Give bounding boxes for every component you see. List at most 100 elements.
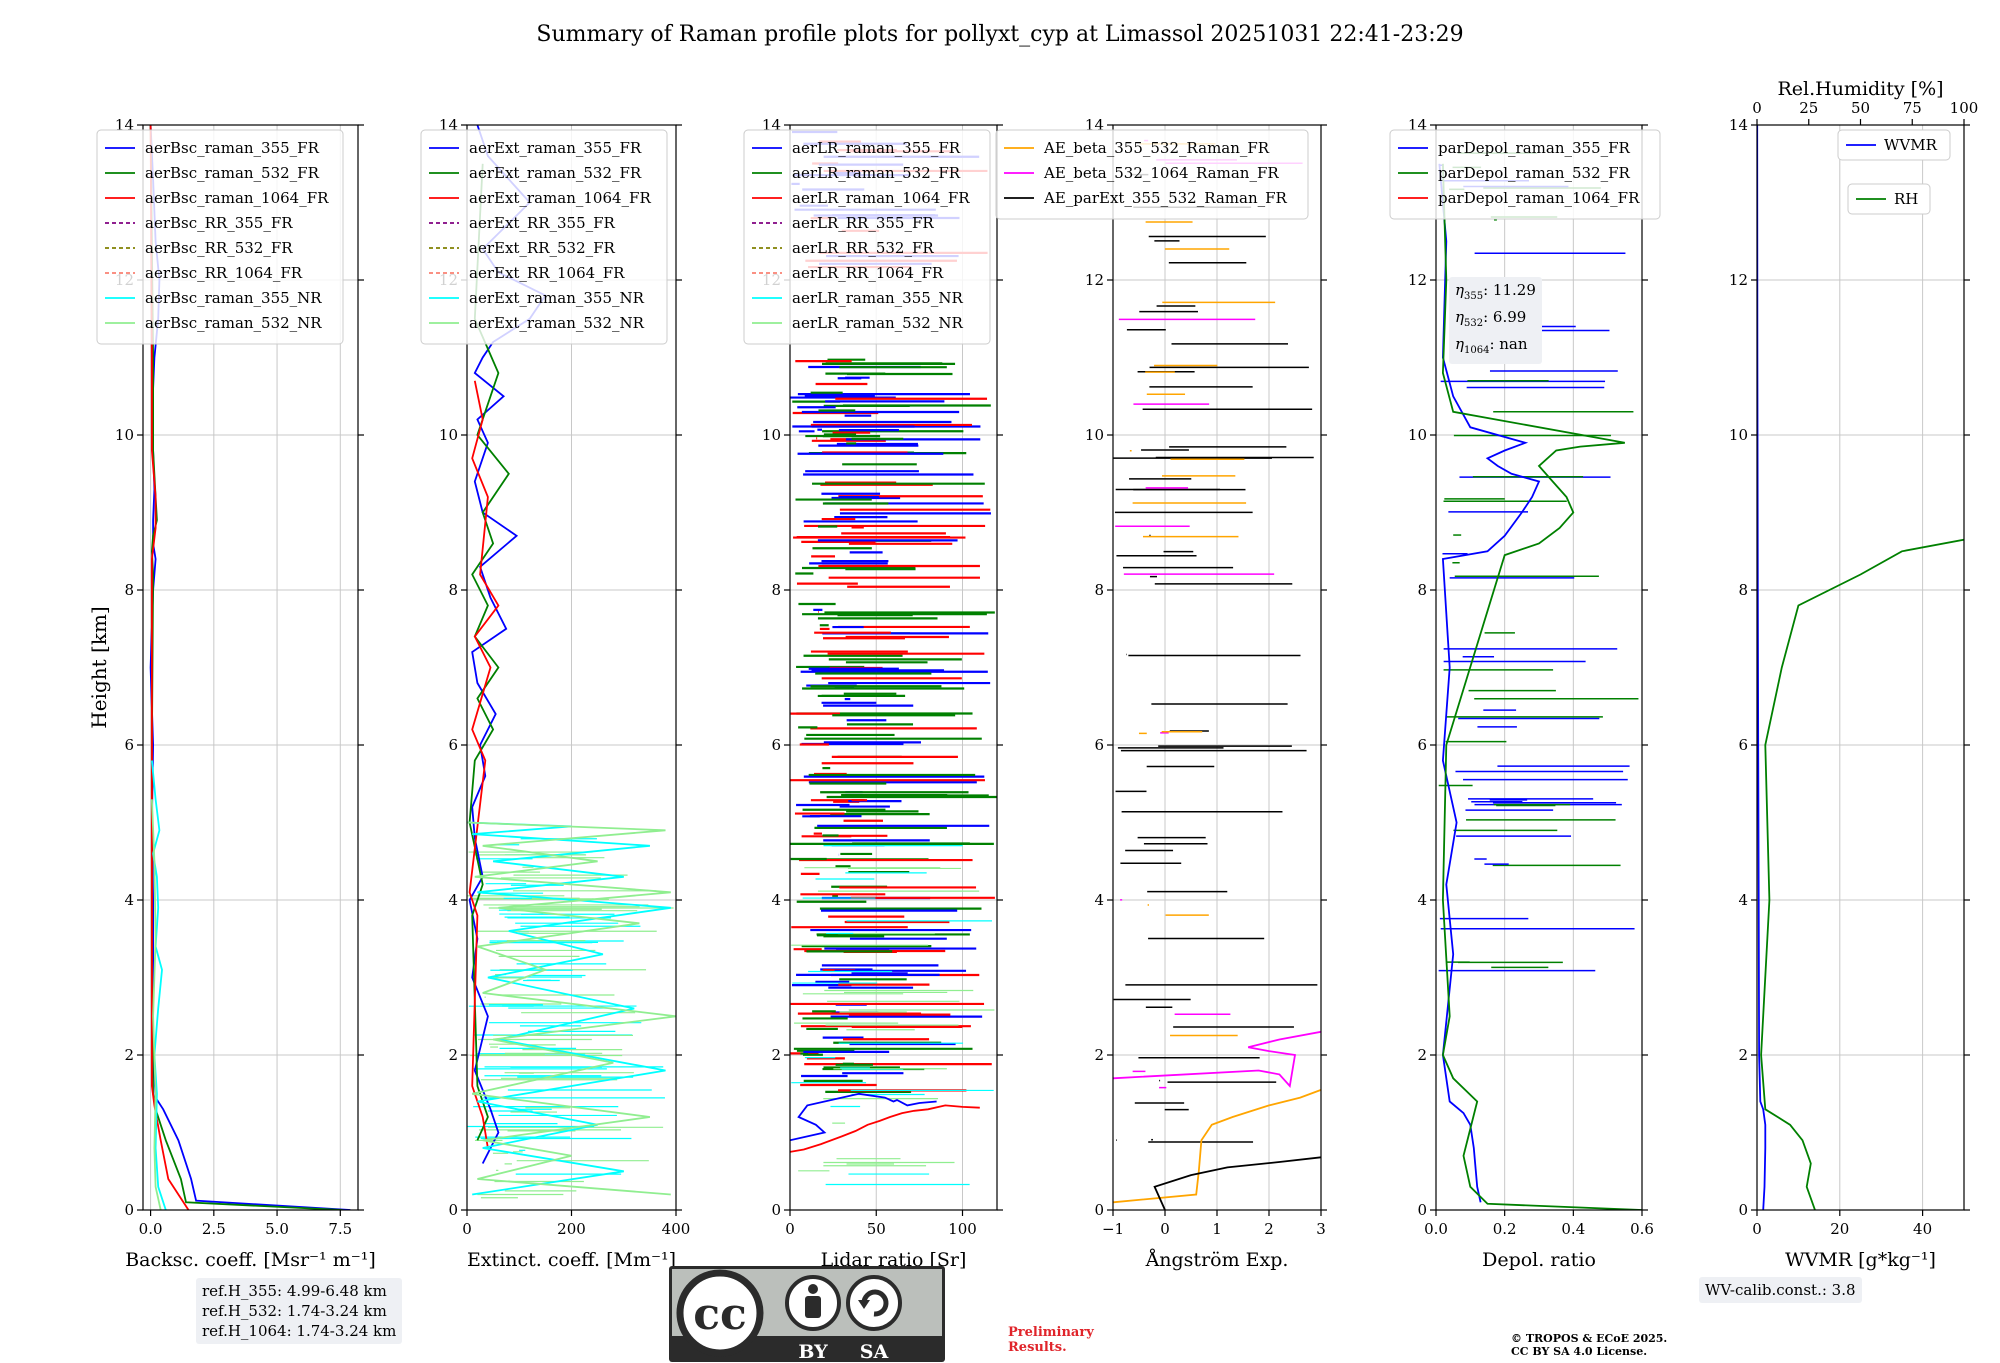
sa-label: SA [860,1341,889,1363]
legend: WVMR [1837,129,1951,161]
legend-entry: AE_beta_532_1064_Raman_FR [1043,164,1279,182]
y-tick-label: 8 [1738,581,1748,599]
y-tick-label: 4 [1417,891,1427,909]
series-AE_parExt_355_532_Raman_FR [1153,1156,1321,1210]
y-tick-label: 6 [124,736,134,754]
reference-heights-box: ref.H_355: 4.99-6.48 km ref.H_532: 1.74-… [196,1278,403,1344]
cc-text: cc [693,1289,747,1340]
legend-entry: aerBsc_raman_355_FR [145,139,320,157]
y-tick-label: 0 [124,1201,134,1219]
legend: aerLR_raman_355_FR aerLR_raman_532_FR aerL… [743,129,991,345]
x-tick-label: 0.2 [1493,1220,1517,1238]
plot-area [790,130,997,1186]
legend-entry: aerLR_raman_355_FR [792,139,961,157]
legend-entry: aerBsc_raman_532_NR [145,314,322,332]
legend-box [96,129,344,345]
y-tick-label: 12 [1729,271,1748,289]
plot-area [467,125,676,1199]
preliminary-note: Preliminary Results. [1008,1325,1094,1355]
cc-license-badge: cc BY SA [669,1266,945,1363]
x-tick-label: 0.0 [139,1220,163,1238]
y-tick-label: 6 [1094,736,1104,754]
x-tick-label: 7.5 [328,1220,352,1238]
x-axis-label: Ångström Exp. [1145,1249,1289,1271]
x-tick-label: 1 [1212,1220,1222,1238]
cc-icon [676,1269,764,1357]
chart-panel-3: 02468101214050100Lidar ratio [Sr]aerLR_r… [743,116,1003,1271]
legend-box [1837,129,1951,161]
top-axis-label: Rel.Humidity [%] [1777,78,1943,100]
y-tick-label: 6 [1417,736,1427,754]
x-tick-label: 2.5 [202,1220,226,1238]
y-tick-label: 4 [124,891,134,909]
x-tick-label: 0 [1752,1220,1762,1238]
y-tick-label: 4 [1094,891,1104,909]
legend-entry: aerBsc_raman_355_NR [145,289,322,307]
legend-box [1389,129,1661,220]
legend: AE_beta_355_532_Raman_FR AE_beta_532_1064… [995,129,1309,220]
sa-share-icon [846,1275,902,1331]
series-aerBsc_raman_532_NR [151,799,162,1210]
y-tick-label: 2 [1417,1046,1427,1064]
x-tick-label: 0.6 [1630,1220,1654,1238]
y-tick-label: 6 [448,736,458,754]
legend-entry: aerLR_raman_1064_FR [792,189,970,207]
legend-entry: parDepol_raman_1064_FR [1438,189,1640,207]
y-tick-label: 4 [1738,891,1748,909]
x-tick-label: 100 [948,1220,977,1238]
legend-entry: aerBsc_raman_532_FR [145,164,320,182]
x-tick-label: −1 [1102,1220,1124,1238]
by-label: BY [798,1341,828,1363]
y-tick-label: 12 [1085,271,1104,289]
legend-entry: aerLR_RR_1064_FR [792,264,944,282]
ref-height-355: ref.H_355: 4.99-6.48 km [202,1282,387,1300]
wv-calib-box: WV-calib.const.: 3.8 [1699,1277,1862,1303]
legend: aerExt_raman_355_FR aerExt_raman_532_FRae… [420,129,668,345]
figure-title: Summary of Raman profile plots for polly… [536,22,1464,47]
plot-area [1757,125,1964,1210]
series-RH [1760,476,1964,1210]
legend: parDepol_raman_355_FR parDepol_raman_532_… [1389,129,1661,220]
legend-box [420,129,668,345]
x-tick-label: 5.0 [265,1220,289,1238]
x-tick-label: 400 [662,1220,691,1238]
legend-entry: parDepol_raman_355_FR [1438,139,1631,157]
series-parDepol_raman_532_FR [1441,163,1642,1210]
series-aerExt_raman_532_FR [468,163,510,1141]
y-tick-label: 10 [762,426,781,444]
top-x-tick-label: 100 [1950,99,1979,117]
y-tick-label: 8 [1417,581,1427,599]
y-tick-label: 8 [448,581,458,599]
top-x-tick-label: 25 [1799,99,1818,117]
chart-panel-2: 024681012140200400Extinct. coeff. [Mm⁻¹]… [420,116,691,1271]
x-tick-label: 0 [785,1220,795,1238]
legend-entry: aerLR_RR_532_FR [792,239,934,257]
legend-entry: aerExt_RR_532_FR [469,239,616,257]
legend-entry: aerExt_RR_355_FR [469,214,616,232]
y-tick-label: 2 [1738,1046,1748,1064]
legend-entry: aerBsc_RR_532_FR [145,239,293,257]
y-tick-label: 8 [771,581,781,599]
y-tick-label: 8 [124,581,134,599]
legend-entry: aerBsc_raman_1064_FR [145,189,329,207]
y-tick-label: 6 [771,736,781,754]
legend-entry: AE_parExt_355_532_Raman_FR [1043,189,1288,207]
x-tick-label: 2 [1264,1220,1274,1238]
series-aerBsc_raman_1064_FR [149,125,190,1210]
series-parDepol_raman_355_FR [1438,163,1541,1203]
legend: RH [1847,183,1931,215]
legend-entry: aerExt_raman_1064_FR [469,189,651,207]
legend-entry: aerBsc_RR_355_FR [145,214,293,232]
series-AE_beta_355_532_Raman_FR [1113,1089,1321,1204]
y-tick-label: 0 [1417,1201,1427,1219]
legend-entry: aerLR_raman_532_NR [792,314,963,332]
series-aerExt_raman_1064_FR [468,380,500,1149]
legend-entry: aerLR_RR_355_FR [792,214,934,232]
y-tick-label: 10 [1408,426,1427,444]
legend-entry: parDepol_raman_532_FR [1438,164,1631,182]
legend-entry: aerExt_raman_532_FR [469,164,642,182]
